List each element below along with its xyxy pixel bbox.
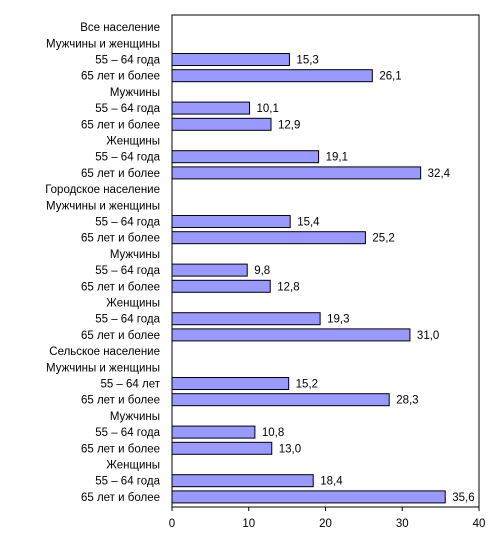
bar: [171, 312, 321, 326]
category-label: Мужчины и женщины: [46, 362, 160, 374]
data-label: 15,3: [296, 55, 318, 67]
bar: [171, 101, 251, 115]
data-label: 19,1: [326, 152, 348, 164]
category-label: 55 – 64 года: [95, 314, 160, 326]
bar: [171, 441, 273, 455]
category-label: Городское население: [45, 184, 160, 196]
category-label: Все население: [80, 22, 160, 34]
category-label: Мужчины и женщины: [46, 38, 160, 50]
bar: [171, 69, 373, 83]
data-label: 15,4: [297, 217, 320, 229]
bar: [171, 490, 446, 504]
category-label: 65 лет и более: [81, 281, 160, 293]
category-label: 65 лет и более: [81, 395, 160, 407]
data-label: 12,9: [278, 119, 300, 131]
category-label: 55 – 64 года: [95, 265, 160, 277]
category-label: 55 – 64 года: [95, 103, 160, 115]
category-label: Женщины: [106, 298, 160, 310]
bar: [171, 150, 320, 164]
category-label: 65 лет и более: [81, 119, 160, 131]
category-label: Сельское население: [49, 346, 160, 358]
category-label: 65 лет и более: [81, 492, 160, 504]
bar: [171, 328, 411, 342]
category-label: Мужчины и женщины: [46, 200, 160, 212]
category-label: Мужчины: [110, 87, 160, 99]
bar: [171, 231, 366, 245]
category-label: 65 лет и более: [81, 168, 160, 180]
category-label: 65 лет и более: [81, 443, 160, 455]
x-tick-label: 20: [319, 518, 332, 530]
x-axis: 0 10 20 30 40: [169, 507, 486, 530]
category-label: 55 – 64 года: [95, 152, 160, 164]
bar: [171, 393, 390, 407]
bar: [171, 117, 272, 131]
category-label: 65 лет и более: [81, 330, 160, 342]
bar: [171, 263, 248, 277]
data-label: 19,3: [327, 314, 349, 326]
bar: [171, 425, 256, 439]
category-label: Женщины: [106, 136, 160, 148]
data-label: 15,2: [296, 379, 318, 391]
data-label: 28,3: [396, 395, 418, 407]
x-tick-label: 30: [396, 518, 409, 530]
category-label: 55 – 64 лет: [100, 379, 160, 391]
data-label: 10,1: [257, 103, 279, 115]
bar: [171, 279, 271, 293]
data-label: 32,4: [428, 168, 451, 180]
bar: [171, 215, 291, 228]
x-tick-label: 0: [169, 518, 175, 530]
data-label: 25,2: [372, 233, 394, 245]
category-label: 65 лет и более: [81, 71, 160, 83]
x-tick-label: 40: [473, 518, 486, 530]
value-labels: 15,3 26,1 10,1 12,9 19,1 32,4 15,4 25,2 9,8 12,8 1…: [254, 55, 474, 504]
bar: [171, 377, 290, 390]
data-label: 35,6: [452, 492, 474, 504]
data-label: 12,8: [277, 281, 299, 293]
data-label: 26,1: [379, 71, 401, 83]
category-label: 55 – 64 года: [95, 55, 160, 67]
category-labels: Все население Мужчины и женщины 55 – 64 го…: [45, 22, 161, 504]
category-label: Мужчины: [110, 411, 160, 423]
bar: [171, 166, 422, 180]
data-label: 13,0: [279, 443, 301, 455]
data-label: 31,0: [417, 330, 439, 342]
x-tick-label: 10: [242, 518, 255, 530]
category-label: 55 – 64 года: [95, 217, 160, 229]
data-label: 10,8: [262, 427, 284, 439]
bar: [171, 474, 314, 488]
bar: [171, 53, 290, 66]
category-label: Мужчины: [110, 249, 160, 261]
category-label: 65 лет и более: [81, 233, 160, 245]
bars-layer: [171, 53, 446, 504]
category-label: 55 – 64 года: [95, 427, 160, 439]
category-label: 55 – 64 года: [95, 476, 160, 488]
data-label: 18,4: [320, 476, 343, 488]
data-label: 9,8: [254, 265, 270, 277]
category-label: Женщины: [106, 460, 160, 472]
